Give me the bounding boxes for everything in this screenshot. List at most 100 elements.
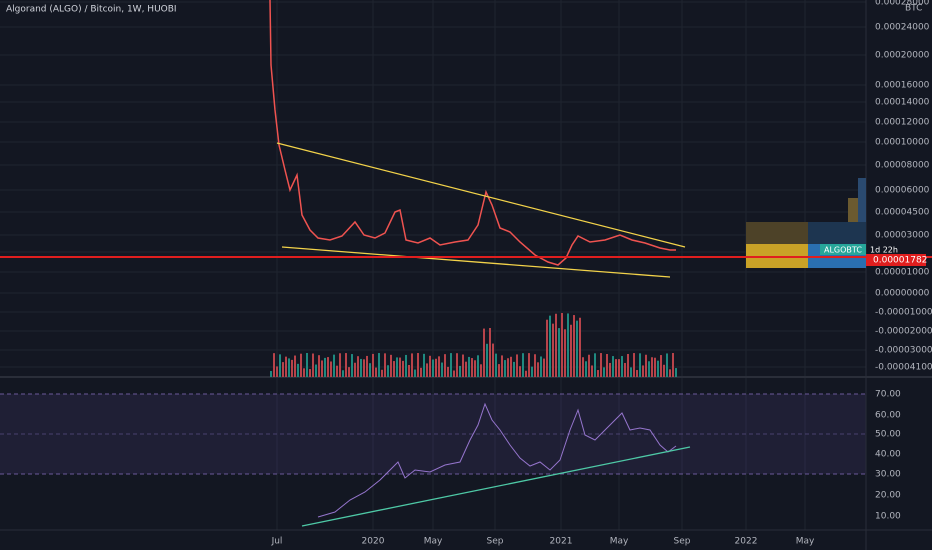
- volume-bar: [336, 365, 338, 377]
- volume-bar: [591, 365, 593, 377]
- volume-bar: [630, 367, 632, 377]
- unit-label: BTC: [905, 4, 922, 14]
- volume-bar: [345, 353, 347, 377]
- volume-bar: [513, 361, 515, 377]
- volume-bar: [408, 365, 410, 377]
- volume-bar: [366, 355, 368, 377]
- volume-bar: [663, 364, 665, 377]
- volume-bar: [306, 353, 308, 377]
- volume-bar: [393, 361, 395, 377]
- volume: [270, 313, 677, 377]
- volume-bar: [426, 363, 428, 377]
- volume-bar: [519, 366, 521, 377]
- volume-bar: [609, 362, 611, 377]
- volume-bar: [627, 353, 629, 377]
- volume-bar: [357, 356, 359, 377]
- volume-bar: [510, 356, 512, 377]
- price-label: 0.00006000: [875, 186, 930, 196]
- volume-bar: [588, 354, 590, 377]
- volume-bar: [360, 358, 362, 377]
- volume-bar: [309, 369, 311, 377]
- volume-bar: [447, 366, 449, 377]
- volume-bar: [540, 356, 542, 377]
- volume-bar: [288, 358, 290, 377]
- rsi-trendline: [301, 446, 691, 527]
- symbol-tag-text: ALGOBTC: [824, 246, 862, 255]
- volume-bar: [528, 353, 530, 377]
- volume-bar: [489, 328, 491, 377]
- chart-title: Algorand (ALGO) / Bitcoin, 1W, HUOBI: [6, 5, 177, 15]
- time-label: 2021: [550, 537, 573, 547]
- volume-bar: [462, 354, 464, 377]
- volume-bar: [384, 353, 386, 377]
- price-label: 0.00014000: [875, 98, 930, 108]
- volume-bar: [555, 313, 557, 377]
- volume-bar: [537, 362, 539, 377]
- vp-block: [808, 222, 866, 244]
- grid: [0, 0, 866, 530]
- price-label: 0.00003000: [875, 231, 930, 241]
- rsi-label: 30.00: [875, 470, 901, 480]
- price-label: -0.00001000: [875, 308, 932, 318]
- volume-bar: [558, 328, 560, 377]
- volume-bar: [582, 357, 584, 377]
- price-label: 0.00020000: [875, 51, 930, 61]
- vp-block: [858, 178, 866, 222]
- volume-bar: [327, 357, 329, 377]
- volume-bar: [471, 358, 473, 377]
- volume-bar: [624, 362, 626, 377]
- volume-bar: [657, 360, 659, 377]
- volume-bar: [285, 356, 287, 377]
- volume-bar: [450, 353, 452, 377]
- volume-bar: [270, 371, 272, 377]
- volume-bar: [453, 370, 455, 377]
- volume-bar: [648, 361, 650, 377]
- volume-bar: [516, 354, 518, 377]
- volume-bar: [642, 365, 644, 377]
- time-label: Sep: [487, 537, 504, 547]
- volume-bar: [534, 354, 536, 377]
- rsi-line: [317, 402, 677, 518]
- time-label: Jul: [271, 537, 283, 547]
- price-label: 0.00010000: [875, 138, 930, 148]
- volume-bar: [567, 313, 569, 377]
- volume-bar: [672, 353, 674, 377]
- price-label: 0.00012000: [875, 118, 930, 128]
- volume-bar: [585, 361, 587, 377]
- price-tag-text: 0.00001782: [873, 256, 927, 266]
- volume-bar: [675, 368, 677, 377]
- volume-bar: [300, 353, 302, 377]
- volume-bar: [531, 366, 533, 377]
- volume-bar: [342, 370, 344, 377]
- time-label: May: [796, 537, 815, 547]
- axis-labels: 0.00028000 0.00024000 0.00020000 0.00016000…: [271, 0, 932, 547]
- volume-bar: [333, 354, 335, 377]
- volume-bar: [282, 362, 284, 377]
- volume-bar: [459, 365, 461, 377]
- volume-bar: [612, 356, 614, 377]
- volume-bar: [579, 317, 581, 377]
- volume-bar: [297, 363, 299, 377]
- volume-bar: [369, 363, 371, 377]
- rsi-label: 10.00: [875, 512, 901, 522]
- volume-bar: [483, 328, 485, 377]
- price-label: 0.00016000: [875, 81, 930, 91]
- volume-bar: [429, 355, 431, 377]
- volume-bar: [372, 353, 374, 377]
- volume-bar: [615, 359, 617, 377]
- volume-bar: [603, 367, 605, 377]
- volume-bar: [435, 358, 437, 377]
- volume-bar: [570, 324, 572, 377]
- vp-block: [746, 222, 808, 244]
- volume-bar: [573, 315, 575, 377]
- volume-bar: [606, 353, 608, 377]
- volume-bar: [330, 361, 332, 377]
- volume-bar: [273, 353, 275, 377]
- volume-bar: [495, 353, 497, 377]
- volume-bar: [561, 313, 563, 377]
- volume-bar: [432, 359, 434, 377]
- volume-bar: [507, 358, 509, 377]
- volume-bar: [414, 369, 416, 377]
